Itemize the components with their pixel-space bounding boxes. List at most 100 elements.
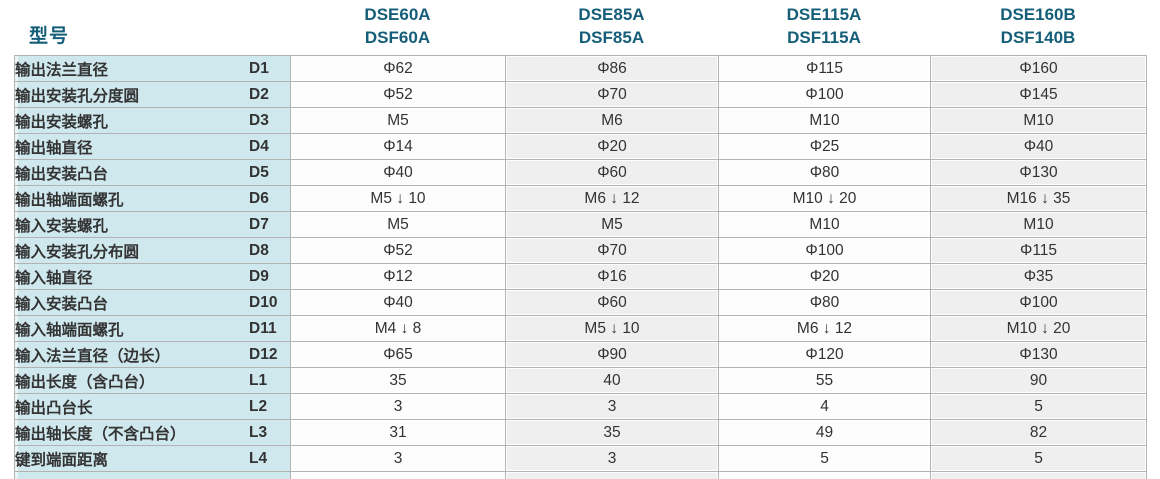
value-cell: M5 <box>505 211 719 238</box>
value-cell: M5 <box>290 107 506 134</box>
value-cell: 4 <box>718 393 931 420</box>
value-cell: 3 <box>290 445 506 472</box>
dimension-spec-table: 输出法兰直径 D1 Φ62 Φ86 Φ115 Φ160 输出安装孔分度圆 D2 Φ52 Φ70 Φ1… <box>14 55 1147 479</box>
value-cell: Φ52 <box>290 81 506 108</box>
row-label-cell: 键到端面距离 L4 <box>14 445 291 472</box>
value-cell: 82 <box>930 419 1147 446</box>
value-cell: 35 <box>290 367 506 394</box>
row-code: D11 <box>249 320 277 337</box>
model-name-line1: DSE115A <box>786 5 862 24</box>
row-label: 输出轴长度（不含凸台） <box>15 425 186 443</box>
value-cell: 3 <box>290 393 506 420</box>
value-cell: Φ86 <box>505 55 719 82</box>
row-label-cell: 输出凸台长 L2 <box>14 393 291 420</box>
row-code: D2 <box>249 86 269 103</box>
row-label: 输入安装孔分布圆 <box>15 243 140 261</box>
value-cell: Φ100 <box>718 81 931 108</box>
model-header-dse60a: DSE60A DSF60A <box>290 3 505 49</box>
value-cell: Φ62 <box>290 55 506 82</box>
row-code: L4 <box>249 450 268 467</box>
row-label-cell: 输出安装螺孔 D3 <box>14 107 291 134</box>
table-row: 输入法兰直径（边长） D12 Φ65 Φ90 Φ120 Φ130 <box>14 341 1147 368</box>
table-row: 键到端面距离 L4 3 3 5 5 <box>14 445 1147 472</box>
value-cell: M10 <box>930 211 1147 238</box>
row-label: 输入安装螺孔 <box>15 217 109 235</box>
value-cell: M10 ↓ 20 <box>718 185 931 212</box>
value-cell: Φ16 <box>505 263 719 290</box>
value-cell: Φ52 <box>290 237 506 264</box>
table-row: 输出长度（含凸台） L1 35 40 55 90 <box>14 367 1147 394</box>
value-cell: Φ12 <box>290 263 506 290</box>
value-cell: M5 ↓ 10 <box>290 185 506 212</box>
value-cell <box>505 471 719 479</box>
model-name-line2: DSF60A <box>364 28 431 47</box>
model-header-dse160b: DSE160B DSF140B <box>930 3 1146 49</box>
row-code: L1 <box>249 372 268 389</box>
table-row: 输出轴直径 D4 Φ14 Φ20 Φ25 Φ40 <box>14 133 1147 160</box>
value-cell: Φ40 <box>290 159 506 186</box>
table-row: 输出凸台长 L2 3 3 4 5 <box>14 393 1147 420</box>
row-label: 键到端面距离 <box>15 451 109 469</box>
value-cell: Φ25 <box>718 133 931 160</box>
value-cell: M5 <box>290 211 506 238</box>
row-label-cell: 输入轴端面螺孔 D11 <box>14 315 291 342</box>
value-cell <box>930 471 1147 479</box>
row-code: D12 <box>249 346 278 363</box>
value-cell: Φ70 <box>505 81 719 108</box>
value-cell: 5 <box>718 445 931 472</box>
table-row: 输出安装孔分度圆 D2 Φ52 Φ70 Φ100 Φ145 <box>14 81 1147 108</box>
row-label: 输出轴直径 <box>15 139 93 157</box>
row-code: D1 <box>249 60 269 77</box>
row-code: D3 <box>249 112 269 129</box>
model-header-dse85a: DSE85A DSF85A <box>505 3 718 49</box>
value-cell: 49 <box>718 419 931 446</box>
row-label-cell: 输出轴端面螺孔 D6 <box>14 185 291 212</box>
value-cell: Φ40 <box>290 289 506 316</box>
table-row-cutoff <box>14 471 1147 479</box>
value-cell: M10 <box>930 107 1147 134</box>
value-cell <box>718 471 931 479</box>
value-cell: M10 <box>718 211 931 238</box>
value-cell: 90 <box>930 367 1147 394</box>
row-label-cell: 输出安装凸台 D5 <box>14 159 291 186</box>
value-cell: Φ115 <box>930 237 1147 264</box>
row-code: D10 <box>249 294 278 311</box>
value-cell: Φ20 <box>718 263 931 290</box>
model-name-line1: DSE85A <box>578 5 645 24</box>
row-label-cell: 输出轴长度（不含凸台） L3 <box>14 419 291 446</box>
value-cell: Φ130 <box>930 341 1147 368</box>
value-cell: M6 <box>505 107 719 134</box>
row-label-cell: 输入安装凸台 D10 <box>14 289 291 316</box>
row-label: 输入法兰直径（边长） <box>15 347 171 365</box>
value-cell: 35 <box>505 419 719 446</box>
row-code: D9 <box>249 268 269 285</box>
value-cell: 31 <box>290 419 506 446</box>
row-label: 输出安装螺孔 <box>15 113 109 131</box>
model-name-line1: DSE60A <box>364 5 431 24</box>
row-code: D4 <box>249 138 269 155</box>
value-cell: M6 ↓ 12 <box>718 315 931 342</box>
model-header-dse115a: DSE115A DSF115A <box>718 3 930 49</box>
row-label: 输出法兰直径 <box>15 61 109 79</box>
row-label-cell: 输出法兰直径 D1 <box>14 55 291 82</box>
table-row: 输出轴长度（不含凸台） L3 31 35 49 82 <box>14 419 1147 446</box>
value-cell: Φ90 <box>505 341 719 368</box>
row-label-cell <box>14 471 291 479</box>
table-row: 输入安装凸台 D10 Φ40 Φ60 Φ80 Φ100 <box>14 289 1147 316</box>
row-label: 输入轴直径 <box>15 269 93 287</box>
table-row: 输入轴端面螺孔 D11 M4 ↓ 8 M5 ↓ 10 M6 ↓ 12 M10 ↓ 20 <box>14 315 1147 342</box>
value-cell: Φ35 <box>930 263 1147 290</box>
value-cell: Φ60 <box>505 159 719 186</box>
value-cell: Φ80 <box>718 289 931 316</box>
table-row: 输出法兰直径 D1 Φ62 Φ86 Φ115 Φ160 <box>14 55 1147 82</box>
row-label: 输出安装孔分度圆 <box>15 87 140 105</box>
row-label-cell: 输入法兰直径（边长） D12 <box>14 341 291 368</box>
table-row: 输入安装螺孔 D7 M5 M5 M10 M10 <box>14 211 1147 238</box>
value-cell: Φ14 <box>290 133 506 160</box>
value-cell: M5 ↓ 10 <box>505 315 719 342</box>
row-label-cell: 输入安装螺孔 D7 <box>14 211 291 238</box>
model-name-line2: DSF140B <box>1000 28 1076 47</box>
row-code: D5 <box>249 164 269 181</box>
table-row: 输出轴端面螺孔 D6 M5 ↓ 10 M6 ↓ 12 M10 ↓ 20 M16 ↓ 35 <box>14 185 1147 212</box>
